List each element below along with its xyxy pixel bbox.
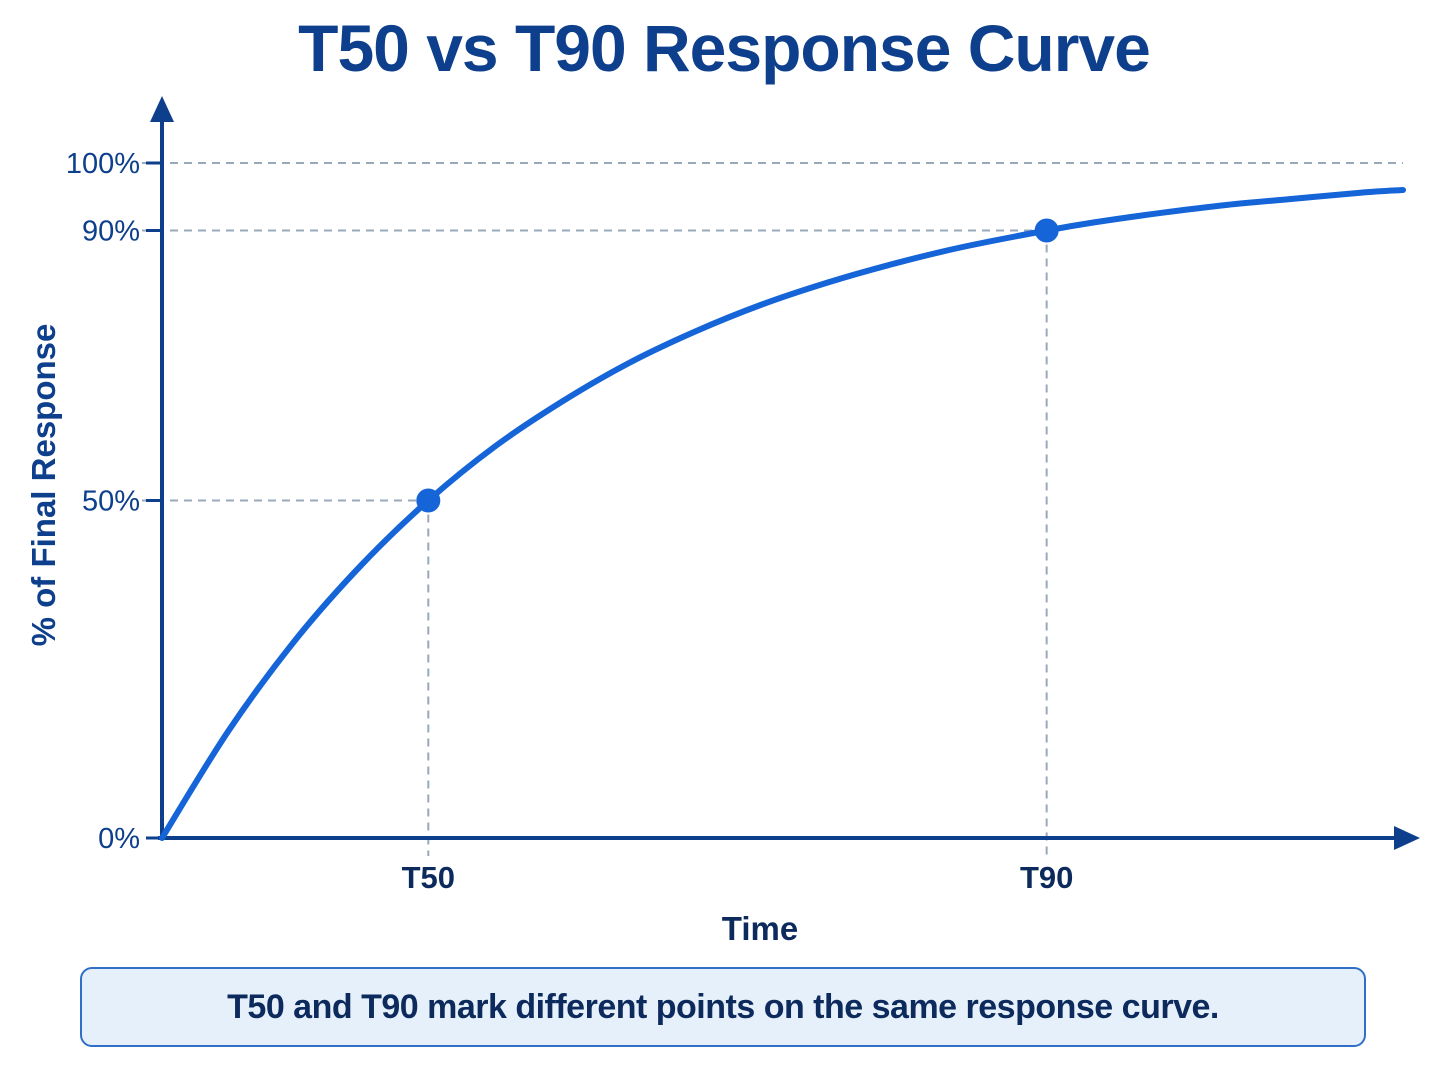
x-tick-label: T90 [1020,860,1073,895]
y-axis-title: % of Final Response [25,324,62,647]
y-axis-arrow [150,96,174,122]
y-tick-label: 100% [66,148,140,180]
response-curve-chart: 0% 50% 90% 100% T50 T90 % of Final Response T… [25,96,1420,947]
y-tick-label: 0% [98,823,140,855]
data-point [1034,218,1059,243]
tick-labels: 0% 50% 90% 100% T50 T90 [66,148,1074,895]
x-axis-title: Time [722,910,798,947]
caption-text: T50 and T90 mark different points on the… [227,987,1219,1026]
y-tick-label: 50% [82,486,140,518]
x-tick-label: T50 [402,860,455,895]
series-line [159,187,1406,841]
caption-box: T50 and T90 mark different points on the… [80,967,1366,1047]
highlight-points [416,218,1059,513]
axes [150,96,1420,850]
series-group [159,187,1406,841]
guide-lines [142,162,1403,856]
x-axis-arrow [1394,826,1420,850]
data-point [416,488,441,513]
y-tick-label: 90% [82,216,140,248]
chart-title: T50 vs T90 Response Curve [298,11,1151,85]
